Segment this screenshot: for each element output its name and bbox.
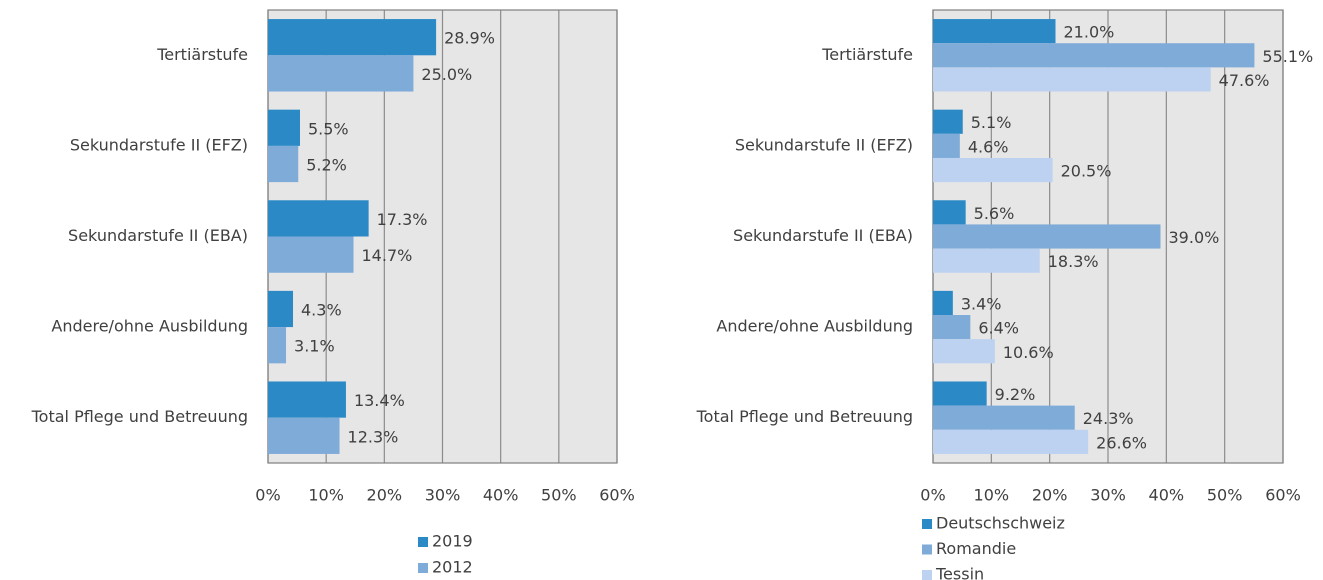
data-label: 4.3%	[301, 300, 342, 319]
data-label: 25.0%	[421, 65, 472, 84]
legend-label: Deutschschweiz	[936, 514, 1065, 533]
data-label: 3.1%	[294, 337, 335, 356]
bar	[268, 19, 437, 56]
data-label: 5.2%	[306, 156, 347, 175]
bar	[268, 55, 414, 92]
data-label: 14.7%	[362, 246, 413, 265]
bar	[933, 224, 1161, 249]
data-label: 24.3%	[1083, 409, 1134, 428]
bar	[933, 67, 1211, 92]
bar	[933, 43, 1255, 68]
data-label: 39.0%	[1169, 228, 1220, 247]
data-label: 13.4%	[354, 391, 405, 410]
data-label: 3.4%	[961, 294, 1002, 313]
bar	[268, 290, 294, 328]
data-label: 55.1%	[1262, 47, 1313, 66]
y-tick-label: Tertiärstufe	[156, 45, 248, 64]
legend-swatch	[922, 519, 932, 529]
data-label: 21.0%	[1064, 23, 1115, 42]
bar	[933, 19, 1056, 44]
legend-swatch	[922, 544, 932, 555]
y-tick-label: Total Pflege und Betreuung	[31, 407, 248, 426]
y-tick-label: Sekundarstufe II (EFZ)	[735, 135, 913, 154]
y-tick-label: Andere/ohne Ausbildung	[716, 317, 913, 336]
legend-swatch	[418, 563, 428, 573]
bar	[268, 236, 354, 273]
legend-label: 2019	[432, 532, 473, 551]
data-label: 5.1%	[971, 113, 1012, 132]
legend-label: Tessin	[935, 565, 984, 580]
x-tick-label: 60%	[1265, 486, 1301, 505]
x-tick-label: 50%	[1207, 486, 1243, 505]
data-label: 12.3%	[348, 427, 399, 446]
x-tick-label: 10%	[308, 486, 344, 505]
data-label: 20.5%	[1061, 162, 1112, 181]
x-tick-label: 10%	[974, 486, 1010, 505]
data-label: 17.3%	[377, 210, 428, 229]
x-tick-label: 40%	[483, 486, 519, 505]
bar	[268, 327, 287, 364]
bar	[268, 109, 300, 146]
y-tick-label: Andere/ohne Ausbildung	[51, 317, 248, 336]
bar	[933, 248, 1040, 273]
x-tick-label: 0%	[920, 486, 945, 505]
data-label: 6.4%	[978, 319, 1019, 338]
x-tick-label: 20%	[1032, 486, 1068, 505]
bar	[933, 339, 995, 364]
bar	[933, 200, 966, 225]
legend-swatch	[418, 537, 428, 547]
legend-label: Romandie	[936, 539, 1016, 558]
bar	[933, 315, 971, 340]
x-tick-label: 20%	[367, 486, 403, 505]
bar	[268, 417, 340, 454]
y-tick-label: Total Pflege und Betreuung	[696, 407, 913, 426]
bar	[933, 405, 1075, 430]
legend-label: 2012	[432, 558, 473, 577]
data-label: 9.2%	[995, 385, 1036, 404]
data-label: 10.6%	[1003, 343, 1054, 362]
data-label: 5.6%	[974, 204, 1015, 223]
x-tick-label: 30%	[1090, 486, 1126, 505]
y-tick-label: Sekundarstufe II (EBA)	[733, 226, 913, 245]
bar	[933, 381, 987, 406]
data-label: 5.5%	[308, 119, 349, 138]
bar	[933, 290, 953, 316]
data-label: 4.6%	[968, 137, 1009, 156]
y-tick-label: Tertiärstufe	[821, 45, 913, 64]
bar	[933, 109, 963, 134]
bar	[268, 381, 346, 418]
x-tick-label: 50%	[541, 486, 577, 505]
data-label: 28.9%	[444, 29, 495, 48]
x-tick-label: 60%	[599, 486, 635, 505]
data-label: 18.3%	[1048, 252, 1099, 271]
bar	[933, 429, 1089, 454]
x-tick-label: 0%	[255, 486, 280, 505]
data-label: 47.6%	[1219, 71, 1270, 90]
y-tick-label: Sekundarstufe II (EFZ)	[70, 135, 248, 154]
x-tick-label: 30%	[425, 486, 461, 505]
bar	[933, 133, 960, 158]
bar	[933, 157, 1053, 183]
y-tick-label: Sekundarstufe II (EBA)	[68, 226, 248, 245]
legend-swatch	[922, 570, 932, 580]
bar	[268, 145, 299, 183]
x-tick-label: 40%	[1149, 486, 1185, 505]
data-label: 26.6%	[1096, 433, 1147, 452]
bar	[268, 200, 369, 237]
